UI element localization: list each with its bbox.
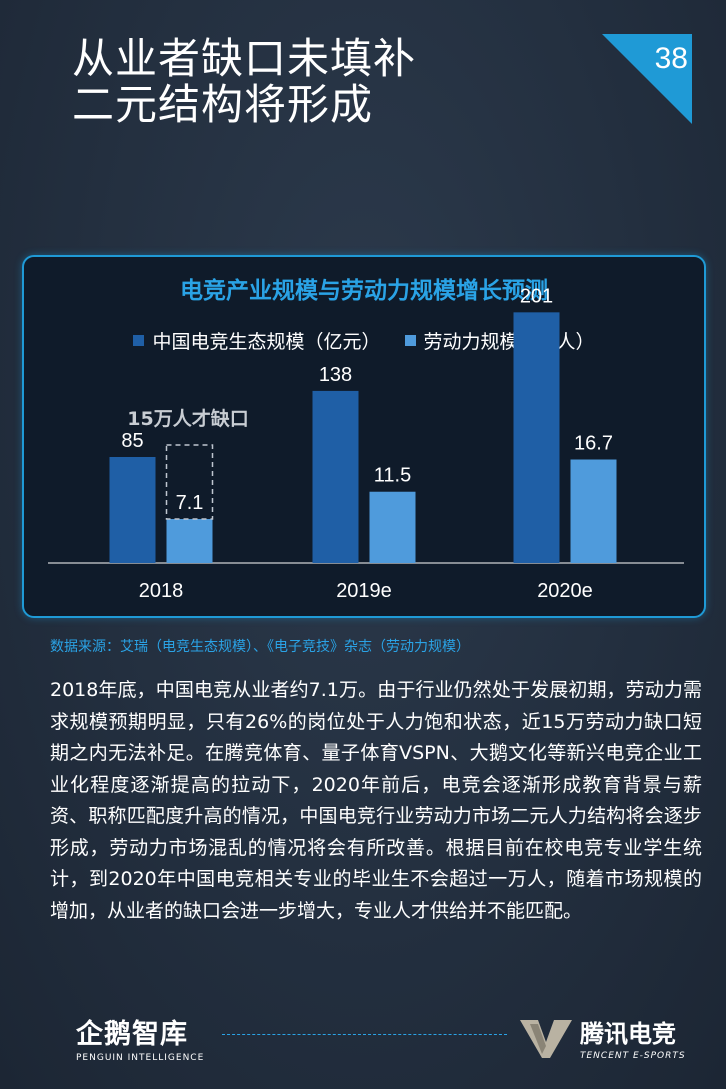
bar-chart: 85 7.1 2018 138 11.5 2019e 201 16.7 2020e 15万人才缺口: [48, 285, 684, 602]
tencent-logo-text: 腾讯电竞: [580, 1020, 676, 1048]
data-label-ecosystem-2019e: 138: [319, 364, 352, 386]
legend-swatch-labor: [404, 335, 416, 346]
data-label-ecosystem-2018: 85: [121, 430, 143, 452]
legend-label-ecosystem: 中国电竞生态规模（亿元）: [152, 331, 381, 353]
bar-ecosystem-2019e: [312, 390, 359, 563]
tencent-v-icon: [520, 1019, 572, 1058]
penguin-logo-en: PENGUIN INTELLIGENCE: [76, 1053, 205, 1063]
chart-title: 电竞产业规模与劳动力规模增长预测: [180, 278, 548, 304]
x-tick-label-2020e: 2020e: [537, 580, 593, 602]
bar-ecosystem-2020e: [513, 312, 560, 563]
tencent-esports-logo: 腾讯电竞 TENCENT E-SPORTS: [520, 1014, 686, 1061]
data-label-ecosystem-2020e: 201: [520, 285, 553, 307]
footer-divider: [222, 1034, 507, 1035]
bar-labor-2020e: [570, 459, 617, 563]
body-paragraph: 2018年底，中国电竞从业者约7.1万。由于行业仍然处于发展初期，劳动力需求规模…: [50, 679, 702, 922]
data-label-labor-2018: 7.1: [176, 492, 204, 514]
x-tick-label-2019e: 2019e: [336, 580, 392, 602]
legend-item-ecosystem: 中国电竞生态规模（亿元）: [133, 327, 381, 354]
data-label-labor-2020e: 16.7: [574, 433, 613, 455]
legend-swatch-ecosystem: [133, 335, 145, 346]
bar-labor-2018: [166, 519, 213, 563]
x-tick-label-2018: 2018: [139, 580, 184, 602]
title-line-2: 二元结构将形成: [72, 80, 374, 129]
talent-gap-dashed-box: [165, 444, 214, 520]
page-title: 从业者缺口未填补 二元结构将形成: [72, 36, 416, 128]
page-corner-triangle: [602, 34, 692, 124]
penguin-logo-text: 企鹅智库: [76, 1019, 188, 1050]
chart-panel: 电竞产业规模与劳动力规模增长预测 中国电竞生态规模（亿元） 劳动力规模（万人） …: [22, 255, 706, 618]
tencent-logo-en: TENCENT E-SPORTS: [580, 1051, 686, 1061]
data-label-labor-2019e: 11.5: [374, 465, 411, 487]
bar-labor-2019e: [369, 491, 416, 563]
page-number: 38: [654, 42, 688, 75]
talent-gap-annotation: 15万人才缺口: [127, 407, 248, 430]
title-line-1: 从业者缺口未填补: [72, 34, 417, 83]
bar-ecosystem-2018: [109, 457, 156, 563]
data-source: 数据来源：艾瑞（电竞生态规模）、《电子竞技》杂志（劳动力规模）: [50, 639, 470, 655]
penguin-intelligence-logo: 企鹅智库 PENGUIN INTELLIGENCE: [76, 1012, 204, 1063]
